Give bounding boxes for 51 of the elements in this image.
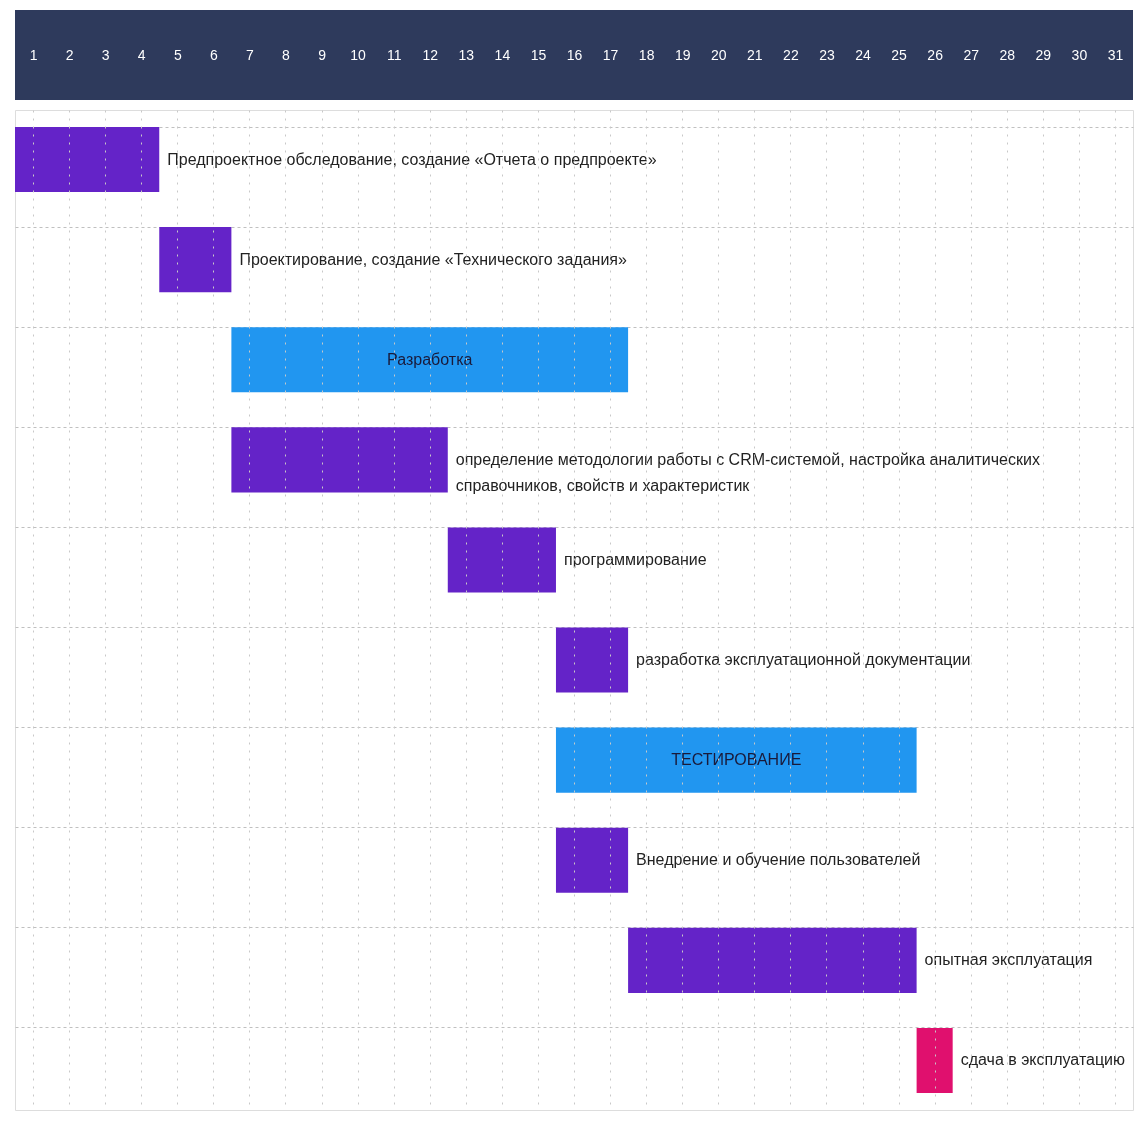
bar — [555, 727, 917, 793]
x-tick-label: 5 — [173, 46, 182, 63]
data-label: разработка эксплуатационной документации — [636, 651, 971, 669]
x-tick-label: 16 — [566, 46, 583, 63]
x-tick-label: 6 — [209, 46, 218, 63]
x-tick-label: 9 — [318, 46, 327, 63]
bar — [555, 827, 629, 893]
bar — [159, 227, 232, 293]
x-tick-label: 12 — [422, 46, 439, 63]
data-label: ТЕСТИРОВАНИЕ — [671, 751, 802, 769]
x-tick-label: 10 — [350, 46, 367, 63]
bar — [231, 427, 448, 493]
x-tick-label: 2 — [65, 46, 74, 63]
x-tick-label: 8 — [282, 46, 291, 63]
bar — [15, 127, 160, 193]
x-tick-label: 13 — [458, 46, 475, 63]
data-label: Разработка — [387, 350, 473, 368]
data-label: определение методологии работы с CRM-системой, настройка аналитических справочников, свойств и характеристик — [455, 450, 1040, 494]
data-label: Проектирование, создание «Технического задания» — [239, 250, 627, 268]
x-tick-label: 25 — [891, 46, 908, 63]
data-label: сдача в эксплуатацию — [960, 1051, 1126, 1069]
data-label: программирование — [563, 550, 707, 568]
x-tick-label: 23 — [819, 46, 835, 63]
x-tick-label: 17 — [602, 46, 619, 63]
bar — [555, 627, 629, 693]
x-tick-label: 18 — [638, 46, 655, 63]
x-tick-label: 26 — [927, 46, 944, 63]
data-label: Предпроектное обследование, создание «Отчета о предпроекте» — [167, 150, 657, 168]
x-tick-label: 4 — [137, 46, 146, 63]
bar — [628, 927, 917, 993]
bar — [231, 327, 629, 393]
x-tick-label: 27 — [963, 46, 980, 63]
x-tick-label: 1 — [29, 46, 38, 63]
x-tick-label: 20 — [710, 46, 727, 63]
data-label: Внедрение и обучение пользователей — [636, 851, 921, 869]
x-tick-label: 31 — [1107, 46, 1124, 63]
x-tick-label: 14 — [494, 46, 511, 63]
x-tick-label: 7 — [246, 46, 255, 63]
x-tick-label: 19 — [674, 46, 691, 63]
x-tick-label: 29 — [1035, 46, 1052, 63]
x-tick-label: 28 — [999, 46, 1016, 63]
data-label: опытная эксплуатация — [924, 951, 1093, 969]
x-tick-label: 15 — [530, 46, 547, 63]
x-tick-label: 24 — [855, 46, 872, 63]
x-tick-label: 22 — [783, 46, 799, 63]
x-tick-label: 11 — [386, 46, 402, 63]
bar — [447, 527, 556, 593]
x-tick-label: 21 — [747, 46, 763, 63]
bar — [916, 1027, 953, 1093]
x-tick-label: 30 — [1071, 46, 1088, 63]
x-tick-label: 3 — [101, 46, 110, 63]
